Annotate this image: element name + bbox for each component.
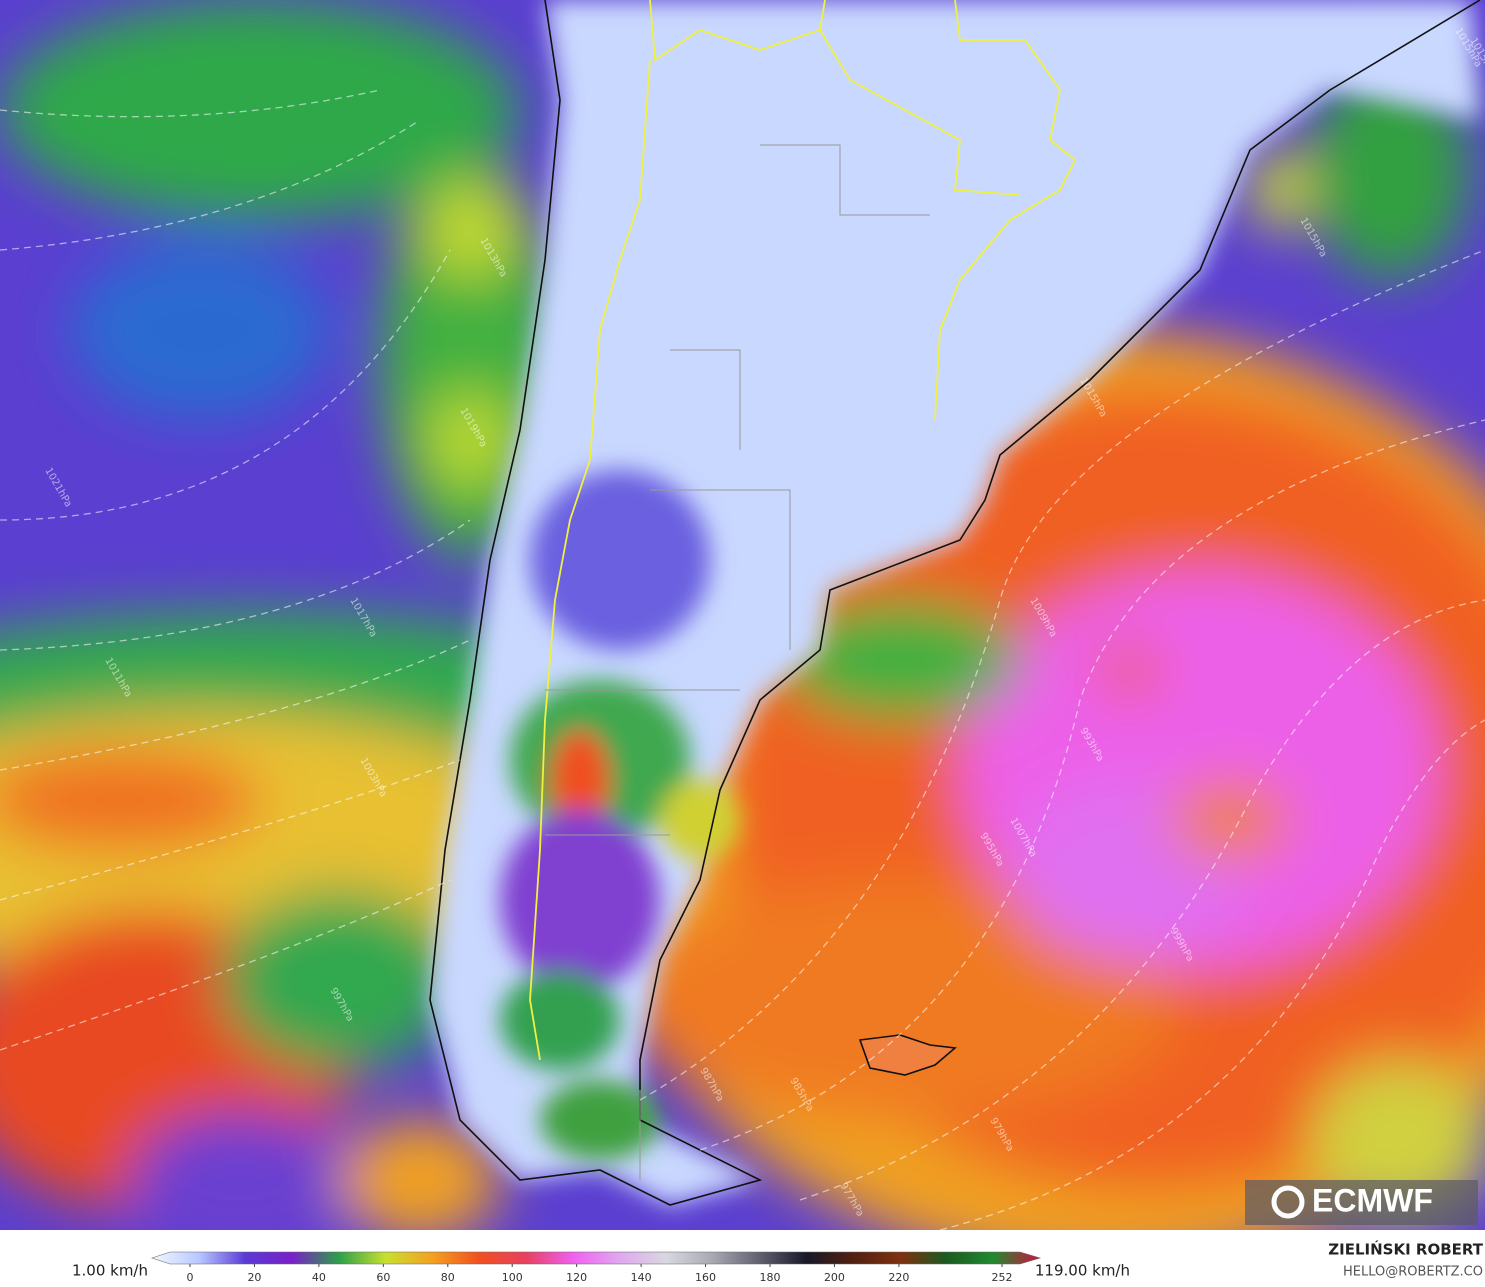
colorbar-tick-label: 20 <box>247 1271 261 1284</box>
logo-icon <box>1271 1185 1305 1219</box>
colorbar-tick-label: 80 <box>441 1271 455 1284</box>
colorbar-bar <box>151 1251 1042 1265</box>
colorbar-tick-label: 220 <box>888 1271 909 1284</box>
colorbar-tick-label: 200 <box>824 1271 845 1284</box>
colorbar-tick-label: 40 <box>312 1271 326 1284</box>
colorbar-tick-label: 0 <box>187 1271 194 1284</box>
colorbar-tick-label: 140 <box>631 1271 652 1284</box>
coastline <box>429 0 1481 1206</box>
patagonia-wind <box>500 470 740 1160</box>
colorbar-min-label: 1.00 km/h <box>72 1262 148 1280</box>
email: HELLO@ROBERTZ.CO <box>1343 1265 1483 1280</box>
colorbar-tick-label: 252 <box>992 1271 1013 1284</box>
province-borders <box>545 144 930 1180</box>
isobars <box>0 89 1485 1230</box>
colorbar-tick-label: 60 <box>376 1271 390 1284</box>
logo-text: ECMWF <box>1312 1182 1433 1218</box>
country-borders <box>529 0 1077 1061</box>
colorbar-tick-label: 160 <box>695 1271 716 1284</box>
author: ZIELIŃSKI ROBERT <box>1328 1240 1483 1259</box>
colorbar-tick-label: 120 <box>566 1271 587 1284</box>
colorbar-max-label: 119.00 km/h <box>1035 1262 1130 1280</box>
colorbar: 1.00 km/h 119.00 km/h 0 20 40 60 80 100 120 140… <box>72 1251 1130 1284</box>
colorbar-tick-label: 100 <box>502 1271 523 1284</box>
colorbar-tick-label: 180 <box>760 1271 781 1284</box>
falkland-islands <box>858 1034 957 1076</box>
land-wind <box>430 0 1480 1205</box>
